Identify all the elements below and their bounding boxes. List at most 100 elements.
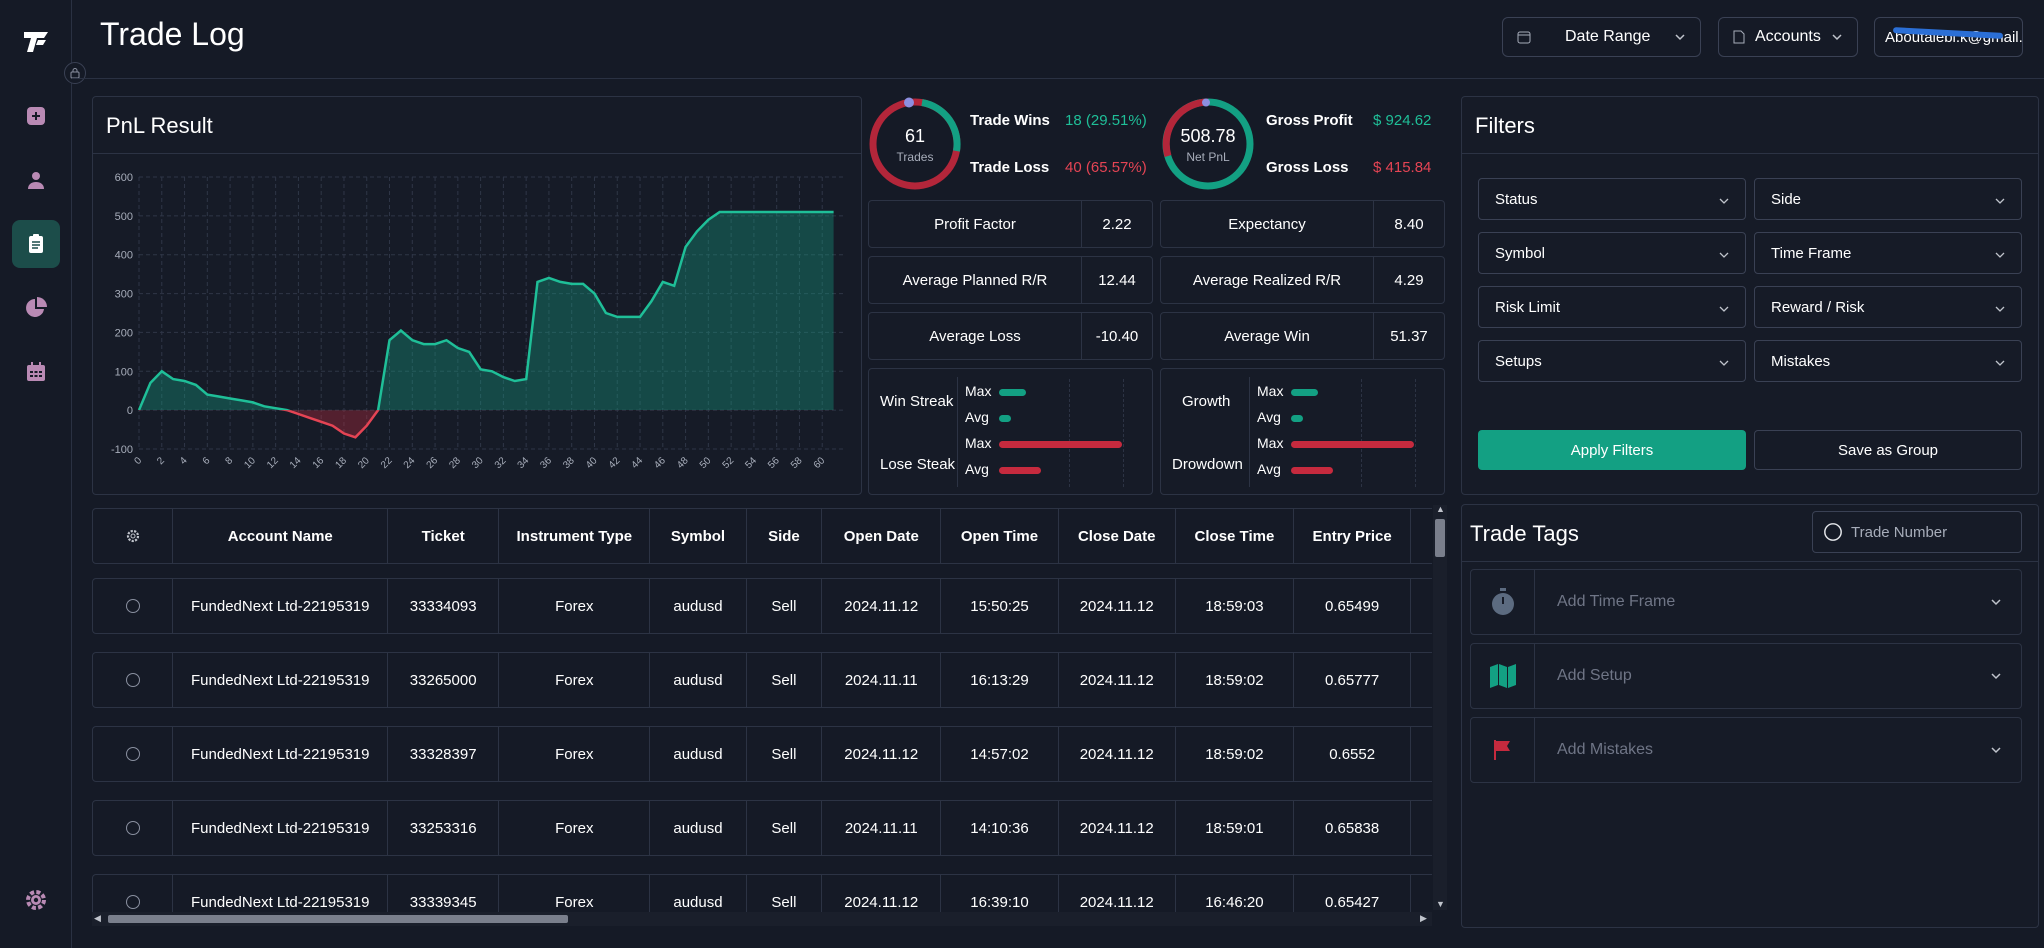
column-header[interactable]: Entry Price bbox=[1294, 509, 1412, 563]
trade-wins-label: Trade Wins bbox=[970, 112, 1050, 129]
flag-icon bbox=[1493, 740, 1510, 760]
scroll-right-icon[interactable]: ▶ bbox=[1420, 913, 1427, 923]
table-cell: 18:59:02 bbox=[1176, 653, 1295, 707]
table-cell: 14:57:02 bbox=[941, 727, 1059, 781]
select-label: Time Frame bbox=[1771, 244, 1852, 262]
x-tick-label: 56 bbox=[766, 455, 782, 471]
add-square-icon bbox=[27, 107, 45, 125]
table-cell: 0.65427 bbox=[1294, 875, 1412, 924]
chevron-down-icon bbox=[1971, 746, 2021, 754]
save-as-group-button[interactable]: Save as Group bbox=[1754, 430, 2022, 470]
nav-profile[interactable] bbox=[12, 156, 60, 204]
pnl-area-positive bbox=[139, 212, 834, 411]
x-tick-label: 10 bbox=[242, 455, 258, 471]
apply-filters-button[interactable]: Apply Filters bbox=[1478, 430, 1746, 470]
row-radio[interactable] bbox=[125, 673, 140, 687]
table-cell: FundedNext Ltd-22195319 bbox=[173, 801, 389, 855]
column-header[interactable]: Close Date bbox=[1059, 509, 1176, 563]
table-cell: 2024.11.11 bbox=[822, 801, 942, 855]
table-cell: Forex bbox=[499, 653, 651, 707]
trade-wins-value: 18 (29.51%) bbox=[1065, 112, 1147, 129]
column-settings[interactable] bbox=[93, 509, 174, 563]
row-select-cell[interactable] bbox=[93, 653, 174, 707]
x-tick-label: 60 bbox=[812, 455, 828, 471]
chevron-down-icon bbox=[1971, 672, 2021, 680]
scroll-up-icon[interactable]: ▲ bbox=[1436, 504, 1445, 514]
add-setup-row[interactable]: Add Setup bbox=[1470, 643, 2022, 709]
column-header[interactable]: Side bbox=[747, 509, 823, 563]
row-radio[interactable] bbox=[125, 747, 140, 761]
row-radio[interactable] bbox=[125, 895, 140, 909]
search-input[interactable] bbox=[1851, 523, 2011, 541]
table-row[interactable]: FundedNext Ltd-22195319 33339345 Forex audu… bbox=[92, 874, 1432, 924]
trades-count-label: Trades bbox=[896, 150, 934, 164]
symbol-select[interactable]: Symbol bbox=[1478, 232, 1746, 274]
column-header[interactable]: Open Time bbox=[941, 509, 1059, 563]
add-mistakes-row[interactable]: Add Mistakes bbox=[1470, 717, 2022, 783]
column-header[interactable]: Instrument Type bbox=[499, 509, 651, 563]
chevron-down-icon bbox=[1995, 299, 2005, 316]
lock-icon[interactable] bbox=[64, 62, 86, 84]
table-cell: FundedNext Ltd-22195319 bbox=[173, 875, 389, 924]
add-time-frame-row[interactable]: Add Time Frame bbox=[1470, 569, 2022, 635]
nav-reports[interactable] bbox=[12, 284, 60, 332]
accounts-button[interactable]: Accounts bbox=[1718, 17, 1858, 57]
growth-drawdown-card: Growth Drowdown Max Avg Max Avg bbox=[1160, 368, 1445, 495]
status-select[interactable]: Status bbox=[1478, 178, 1746, 220]
time-frame-select[interactable]: Time Frame bbox=[1754, 232, 2022, 274]
select-label: Setups bbox=[1495, 352, 1542, 370]
table-row[interactable]: FundedNext Ltd-22195319 33265000 Forex audu… bbox=[92, 652, 1432, 708]
x-tick-label: 44 bbox=[630, 455, 646, 471]
horizontal-scrollbar[interactable]: ◀ ▶ bbox=[92, 912, 1432, 926]
nav-trade-log[interactable] bbox=[12, 220, 60, 268]
table-row[interactable]: FundedNext Ltd-22195319 33328397 Forex audu… bbox=[92, 726, 1432, 782]
row-radio[interactable] bbox=[125, 599, 140, 613]
settings-gear-icon[interactable] bbox=[24, 888, 48, 912]
column-header[interactable]: Open Date bbox=[822, 509, 942, 563]
row-select-cell[interactable] bbox=[93, 579, 174, 633]
table-cell: Sell bbox=[747, 875, 823, 924]
reward-risk-select[interactable]: Reward / Risk bbox=[1754, 286, 2022, 328]
trade-number-search[interactable] bbox=[1812, 511, 2022, 553]
column-header[interactable]: Account Name bbox=[173, 509, 389, 563]
gear-icon bbox=[126, 529, 139, 543]
column-header[interactable]: Ticket bbox=[388, 509, 500, 563]
column-header[interactable]: Close Time bbox=[1176, 509, 1295, 563]
user-account-button[interactable]: Aboutalebi.k@gmail.com bbox=[1874, 17, 2023, 57]
nav-add[interactable] bbox=[12, 92, 60, 140]
scroll-thumb[interactable] bbox=[1435, 519, 1445, 557]
chevron-down-icon bbox=[1719, 353, 1729, 370]
pnl-title: PnL Result bbox=[106, 113, 213, 138]
row-select-cell[interactable] bbox=[93, 801, 174, 855]
row-radio[interactable] bbox=[125, 821, 140, 835]
table-cell: 0.6552 bbox=[1294, 727, 1412, 781]
table-cell: FundedNext Ltd-22195319 bbox=[173, 579, 389, 633]
nav-calendar[interactable] bbox=[12, 348, 60, 396]
x-tick-label: 48 bbox=[675, 455, 691, 471]
scroll-left-icon[interactable]: ◀ bbox=[94, 913, 101, 923]
side-select[interactable]: Side bbox=[1754, 178, 2022, 220]
table-cell: 18:59:02 bbox=[1176, 727, 1295, 781]
scroll-thumb[interactable] bbox=[108, 915, 568, 923]
risk-limit-select[interactable]: Risk Limit bbox=[1478, 286, 1746, 328]
x-tick-label: 58 bbox=[789, 455, 805, 471]
panel-divider bbox=[93, 153, 861, 154]
setups-select[interactable]: Setups bbox=[1478, 340, 1746, 382]
x-tick-label: 20 bbox=[356, 455, 372, 471]
row-select-cell[interactable] bbox=[93, 875, 174, 924]
trade-loss-value: 40 (65.57%) bbox=[1065, 159, 1147, 176]
mistakes-select[interactable]: Mistakes bbox=[1754, 340, 2022, 382]
table-cell: 33265000 bbox=[388, 653, 500, 707]
table-row[interactable]: FundedNext Ltd-22195319 33334093 Forex audu… bbox=[92, 578, 1432, 634]
metric-value: 8.40 bbox=[1394, 215, 1424, 233]
row-select-cell[interactable] bbox=[93, 727, 174, 781]
tick-max: Max bbox=[1257, 383, 1284, 399]
tag-label: Add Mistakes bbox=[1557, 741, 1654, 758]
win-streak-label: Win Streak bbox=[880, 393, 954, 410]
column-header[interactable]: Symbol bbox=[650, 509, 747, 563]
vertical-scrollbar[interactable]: ▲ ▼ bbox=[1433, 504, 1447, 910]
user-icon bbox=[28, 172, 44, 189]
scroll-down-icon[interactable]: ▼ bbox=[1436, 899, 1445, 909]
date-range-button[interactable]: Date Range bbox=[1502, 17, 1701, 57]
table-row[interactable]: FundedNext Ltd-22195319 33253316 Forex audu… bbox=[92, 800, 1432, 856]
